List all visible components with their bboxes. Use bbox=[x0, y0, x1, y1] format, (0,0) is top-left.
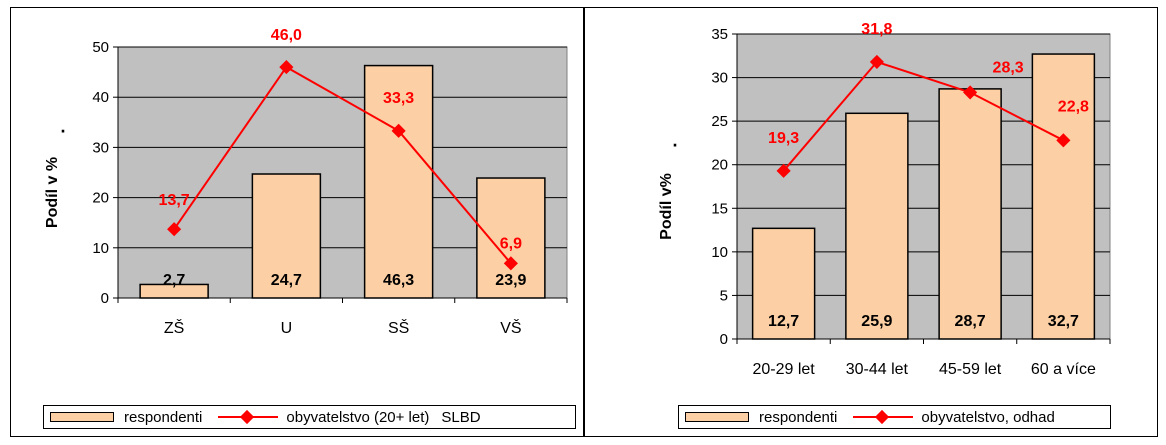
series-point bbox=[167, 222, 182, 237]
x-tick-label: U bbox=[281, 320, 293, 337]
line-value-label: 6,9 bbox=[500, 235, 522, 252]
y-tick-label: 10 bbox=[711, 244, 728, 261]
y-tick-label: 15 bbox=[711, 200, 728, 217]
legend-swatch-line bbox=[853, 410, 914, 424]
y-tick-label: 40 bbox=[92, 89, 109, 106]
legend-source-note: SLBD bbox=[441, 408, 481, 426]
line-value-label: 33,3 bbox=[383, 90, 414, 107]
age-chart: 0 5 10 15 20 25 30 35 20-29 let 30-44 let 45-59 le… bbox=[658, 21, 1111, 378]
bar bbox=[938, 88, 1002, 340]
series-point bbox=[963, 85, 978, 100]
bar-value-label: 23,9 bbox=[495, 272, 526, 289]
bar bbox=[363, 64, 434, 299]
x-tick-label: 45-59 let bbox=[939, 361, 1002, 378]
bar-value-label: 32,7 bbox=[1048, 313, 1079, 330]
series-point bbox=[279, 60, 294, 75]
series-point bbox=[503, 256, 518, 271]
series-line bbox=[173, 65, 512, 265]
y-axis-title-mark: . bbox=[672, 131, 677, 151]
y-tick-label: 10 bbox=[92, 240, 109, 257]
y-axis-title-mark: . bbox=[60, 117, 65, 137]
legend-swatch-line bbox=[218, 410, 279, 424]
legend-swatch-bar bbox=[685, 412, 749, 422]
y-tick-label: 0 bbox=[101, 290, 109, 307]
age-chart-panel: 0 5 10 15 20 25 30 35 20-29 let 30-44 let 45-59 le… bbox=[584, 7, 1158, 437]
y-tick-label: 50 bbox=[92, 39, 109, 56]
bar-value-label: 28,7 bbox=[955, 313, 986, 330]
bar-value-label: 24,7 bbox=[271, 272, 302, 289]
line-value-label: 13,7 bbox=[159, 192, 190, 209]
legend-label-population: obyvatelstvo (20+ let) bbox=[286, 408, 430, 426]
education-chart-panel: 0 10 20 30 40 50 ZŠ U SŠ VŠ Podíl v %. 2,7 24,7 46,3 2… bbox=[10, 7, 584, 437]
bar bbox=[1031, 53, 1096, 340]
y-tick-label: 5 bbox=[720, 287, 728, 304]
series-point bbox=[869, 54, 884, 69]
x-tick-label: VŠ bbox=[500, 318, 521, 337]
line-value-label: 22,8 bbox=[1058, 98, 1089, 115]
education-chart: 0 10 20 30 40 50 ZŠ U SŠ VŠ Podíl v %. 2,7 24,7 46,3 2… bbox=[44, 27, 568, 337]
x-tick-label: 30-44 let bbox=[846, 361, 909, 378]
y-tick-label: 25 bbox=[711, 113, 728, 130]
y-tick-label: 20 bbox=[711, 157, 728, 174]
y-axis-title: Podíl v % bbox=[44, 157, 61, 228]
bar bbox=[751, 227, 816, 340]
line-value-label: 31,8 bbox=[861, 21, 892, 38]
x-tick-label: ZŠ bbox=[164, 318, 184, 337]
chart-legend: respondenti obyvatelstvo (20+ let) SLBD bbox=[43, 405, 576, 429]
bar-value-label: 12,7 bbox=[768, 313, 799, 330]
x-tick-label: SŠ bbox=[388, 318, 409, 337]
legend-label-respondenti: respondenti bbox=[759, 408, 838, 426]
series-line bbox=[782, 60, 1064, 172]
y-axis-title: Podíl v% bbox=[658, 173, 675, 240]
bar bbox=[139, 283, 209, 299]
legend-label-population: obyvatelstvo, odhad bbox=[921, 408, 1055, 426]
line-value-label: 19,3 bbox=[768, 130, 799, 147]
y-tick-label: 35 bbox=[711, 26, 728, 43]
y-tick-label: 30 bbox=[711, 70, 728, 87]
series-point bbox=[391, 123, 406, 138]
y-tick-label: 20 bbox=[92, 190, 109, 207]
series-point bbox=[776, 163, 791, 178]
chart-legend: respondenti obyvatelstvo, odhad bbox=[678, 405, 1111, 429]
legend-swatch-bar bbox=[50, 412, 114, 422]
y-tick-label: 0 bbox=[720, 331, 728, 348]
bar-value-label: 25,9 bbox=[861, 313, 892, 330]
series-point bbox=[1056, 133, 1071, 148]
x-tick-label: 60 a více bbox=[1031, 361, 1096, 378]
bar-value-label: 2,7 bbox=[163, 272, 185, 289]
legend-label-respondenti: respondenti bbox=[124, 408, 203, 426]
x-tick-label: 20-29 let bbox=[752, 361, 815, 378]
y-tick-label: 30 bbox=[92, 139, 109, 156]
bar bbox=[251, 173, 322, 299]
bar-value-label: 46,3 bbox=[383, 272, 414, 289]
line-value-label: 28,3 bbox=[993, 59, 1024, 76]
line-value-label: 46,0 bbox=[271, 27, 302, 44]
bar bbox=[845, 112, 909, 340]
